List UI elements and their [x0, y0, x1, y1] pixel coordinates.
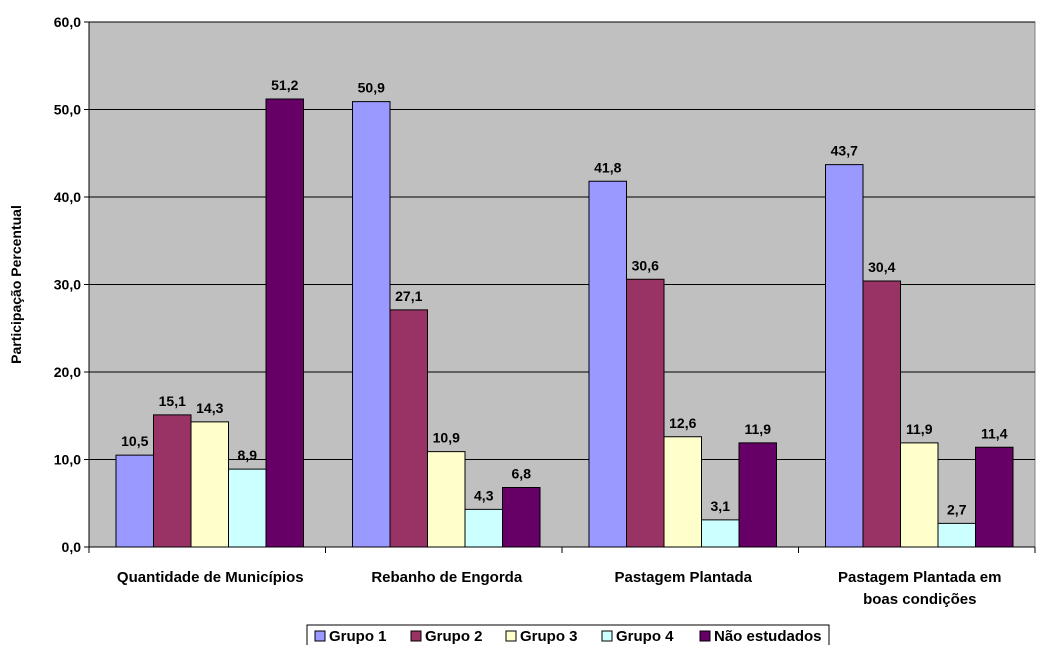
- bar: [153, 414, 192, 548]
- legend-swatch: [505, 630, 517, 642]
- data-label: 51,2: [271, 77, 298, 93]
- data-label: 15,1: [159, 393, 186, 409]
- bar: [862, 280, 901, 548]
- legend-label: Grupo 4: [616, 628, 674, 645]
- y-tick-label: 50,0: [54, 102, 81, 118]
- bar: [265, 98, 304, 548]
- legend-label: Grupo 2: [425, 628, 483, 645]
- y-tick-label: 40,0: [54, 189, 81, 205]
- bar: [626, 278, 665, 548]
- x-category-labels: Quantidade de Municípios Rebanho de Engor…: [117, 569, 1002, 608]
- data-label: 11,9: [745, 421, 772, 437]
- bar: [937, 522, 976, 548]
- data-label: 8,9: [238, 447, 258, 463]
- x-category-label: Rebanho de Engorda: [371, 569, 523, 586]
- legend-label: Grupo 3: [520, 628, 578, 645]
- data-label: 6,8: [512, 466, 532, 482]
- bar: [228, 468, 267, 548]
- data-label: 41,8: [594, 159, 621, 175]
- data-label: 11,9: [906, 421, 933, 437]
- axes: [84, 21, 1036, 553]
- y-axis-title: Participação Percentual: [8, 205, 24, 364]
- data-label: 12,6: [669, 415, 696, 431]
- x-category-label: Pastagem Plantada em: [838, 569, 1001, 586]
- data-label: 14,3: [196, 400, 223, 416]
- data-label: 11,4: [981, 425, 1008, 441]
- y-tick-labels: 0,0 10,0 20,0 30,0 40,0 50,0 60,0: [54, 14, 81, 555]
- bar: [975, 446, 1014, 548]
- bar: [663, 436, 702, 548]
- legend-swatch: [699, 630, 711, 642]
- data-label: 3,1: [711, 498, 731, 514]
- bar: [427, 451, 466, 548]
- legend-swatch: [314, 630, 326, 642]
- legend: Grupo 1 Grupo 2 Grupo 3 Grupo 4 Não estudado…: [306, 624, 830, 647]
- y-tick-label: 60,0: [54, 14, 81, 30]
- y-tick-label: 10,0: [54, 452, 81, 468]
- bar: [588, 180, 627, 548]
- data-label: 50,9: [358, 80, 385, 96]
- bar: [825, 164, 864, 548]
- x-category-label: boas condições: [863, 591, 976, 608]
- data-label: 27,1: [395, 288, 422, 304]
- legend-label: Grupo 1: [329, 628, 387, 645]
- data-labels: 10,5 15,1 14,3 8,9 51,2 50,9 27,1 10,9 4,3 6,8 41,…: [121, 77, 1008, 517]
- bar: [115, 454, 154, 548]
- data-label: 43,7: [831, 143, 858, 159]
- legend-swatch: [410, 630, 422, 642]
- bar: [900, 442, 939, 548]
- bar: [502, 487, 541, 548]
- data-label: 10,5: [121, 433, 148, 449]
- data-label: 4,3: [474, 487, 494, 503]
- y-tick-label: 20,0: [54, 364, 81, 380]
- data-label: 30,4: [868, 259, 895, 275]
- legend-label: Não estudados: [714, 628, 822, 645]
- data-label: 10,9: [433, 430, 460, 446]
- bar: [464, 508, 503, 548]
- bar: [190, 421, 229, 548]
- bar: [738, 442, 777, 548]
- legend-swatch: [601, 630, 613, 642]
- bar: [352, 101, 391, 548]
- bar: [701, 519, 740, 548]
- y-tick-label: 30,0: [54, 277, 81, 293]
- data-label: 30,6: [632, 257, 659, 273]
- bar: [389, 309, 428, 548]
- x-category-label: Pastagem Plantada: [614, 569, 752, 586]
- y-tick-label: 0,0: [62, 539, 82, 555]
- data-label: 2,7: [947, 501, 967, 517]
- bars: [115, 98, 1014, 548]
- x-category-label: Quantidade de Municípios: [117, 569, 304, 586]
